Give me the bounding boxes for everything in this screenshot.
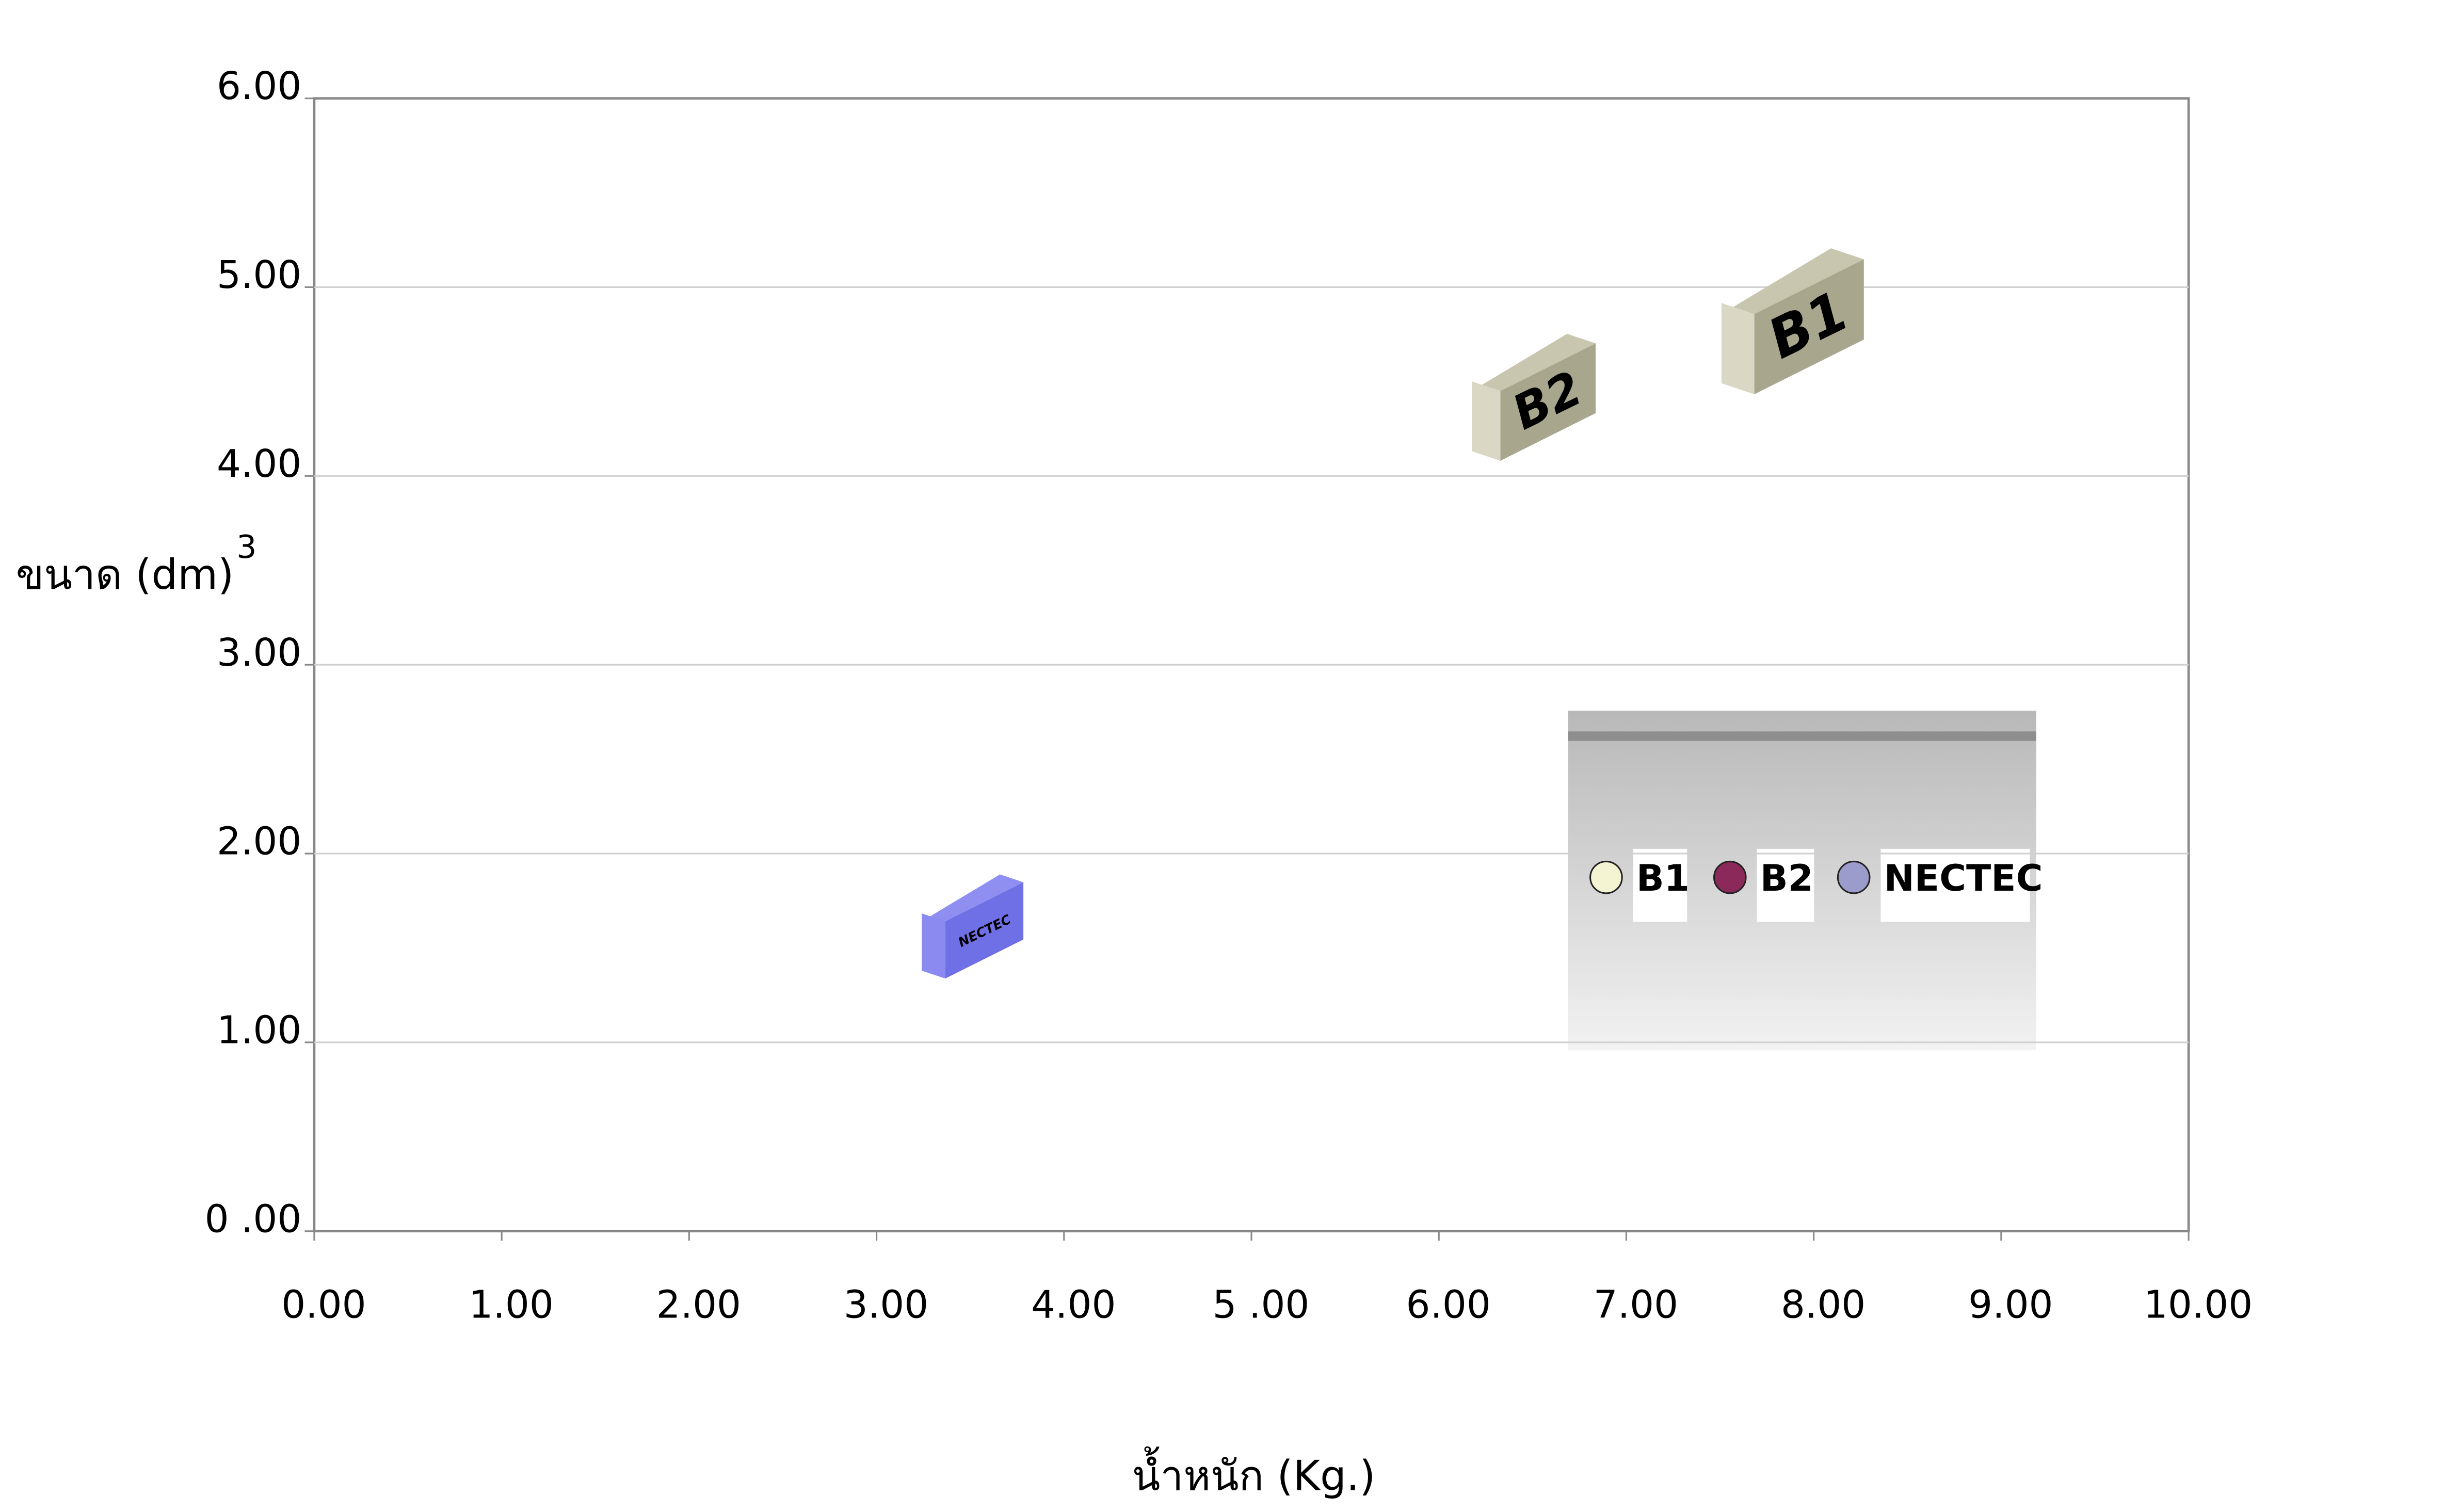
y-tick-label: 0 .00	[205, 1197, 302, 1241]
marker	[1754, 259, 1864, 395]
legend-label-bg	[1880, 848, 2030, 922]
y-tick-label: 3.00	[217, 631, 301, 675]
x-tick-label: 7.00	[1594, 1283, 1678, 1327]
legend-marker	[1589, 860, 1623, 894]
marker	[945, 882, 1024, 979]
data-point: B1	[1721, 248, 1864, 395]
y-tick-label: 4.00	[217, 442, 301, 486]
y-tick-label: 6.00	[217, 65, 301, 108]
x-axis-title: น้ำหนัก (Kg.)	[1132, 1446, 1376, 1500]
x-tick-label: 6.00	[1406, 1283, 1491, 1327]
data-point: NECTEC	[922, 874, 1024, 979]
x-tick-label: 10.00	[2144, 1283, 2253, 1327]
y-axis-title-superscript: 3	[236, 528, 256, 566]
x-tick-label: 5 .00	[1213, 1283, 1310, 1327]
y-tick-label: 1.00	[217, 1009, 301, 1053]
legend-label: B2	[1760, 857, 1813, 899]
legend-marker	[1713, 860, 1747, 894]
legend-label: B1	[1636, 857, 1690, 899]
box-side	[1721, 303, 1755, 395]
x-tick-label: 4.00	[1031, 1283, 1116, 1327]
legend-label-bg	[1633, 848, 1687, 922]
x-tick-label: 2.00	[656, 1283, 741, 1327]
legend-label: NECTEC	[1884, 857, 2043, 899]
x-tick-label: 1.00	[469, 1283, 553, 1327]
y-tick-label: 5.00	[217, 253, 301, 297]
x-tick-label: 9.00	[1968, 1283, 2053, 1327]
box-side	[1472, 381, 1501, 461]
legend-label-bg	[1757, 848, 1814, 922]
y-tick-label: 2.00	[217, 820, 301, 864]
legend: B1 B2 NECTEC	[1568, 711, 2043, 1051]
x-tick-label: 0.00	[281, 1283, 366, 1327]
y-axis-title: ขนาด (dm)	[16, 551, 234, 599]
legend-bar	[1568, 731, 2036, 741]
marker	[1500, 343, 1596, 461]
data-point: B2	[1472, 333, 1596, 461]
box-top	[1721, 248, 1864, 314]
x-tick-label: 8.00	[1781, 1283, 1866, 1327]
box-side	[922, 913, 945, 979]
x-tick-label: 3.00	[844, 1283, 928, 1327]
box-top	[1472, 333, 1596, 391]
legend-marker	[1837, 860, 1871, 894]
box-top	[922, 874, 1024, 922]
